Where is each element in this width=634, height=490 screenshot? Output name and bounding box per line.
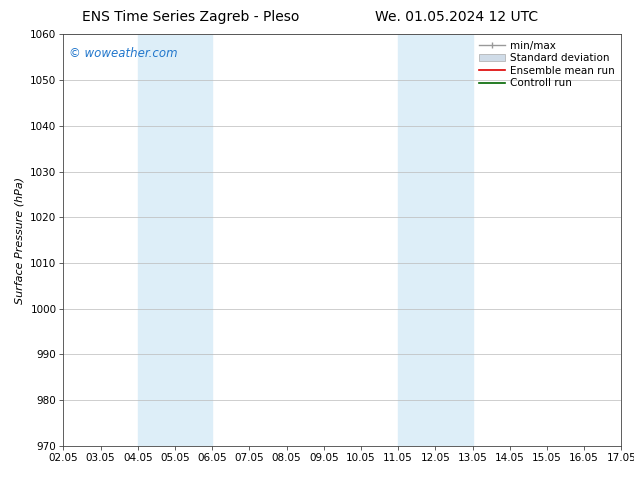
Text: ENS Time Series Zagreb - Pleso: ENS Time Series Zagreb - Pleso — [82, 10, 299, 24]
Text: We. 01.05.2024 12 UTC: We. 01.05.2024 12 UTC — [375, 10, 538, 24]
Bar — [138, 34, 212, 446]
Legend: min/max, Standard deviation, Ensemble mean run, Controll run: min/max, Standard deviation, Ensemble me… — [476, 37, 618, 92]
Y-axis label: Surface Pressure (hPa): Surface Pressure (hPa) — [15, 176, 25, 304]
Text: © woweather.com: © woweather.com — [69, 47, 178, 60]
Bar — [398, 34, 472, 446]
